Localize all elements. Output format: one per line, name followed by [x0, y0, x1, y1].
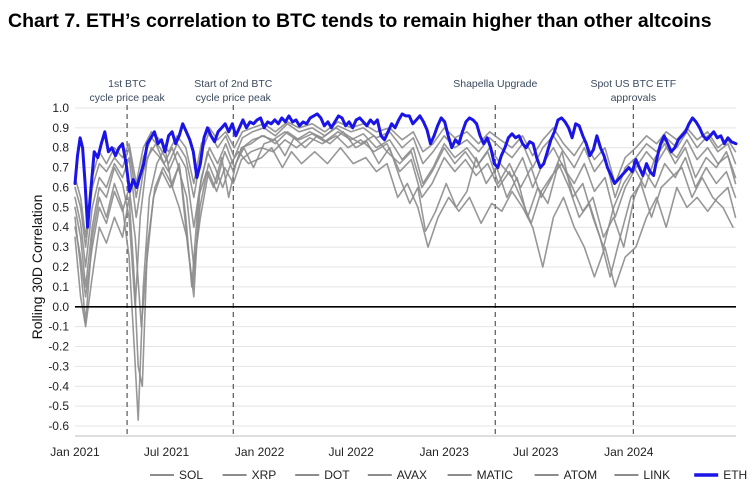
series-lines: [73, 112, 738, 421]
event-label: cycle price peak: [196, 92, 272, 104]
legend-label-atom: ATOM: [564, 468, 598, 482]
legend-label-dot: DOT: [324, 468, 350, 482]
event-label: cycle price peak: [89, 92, 165, 104]
series-line-sol: [74, 131, 734, 421]
event-label: Start of 2nd BTC: [194, 78, 273, 90]
y-tick-label: -0.4: [48, 379, 69, 393]
series-line-atom: [74, 131, 737, 268]
y-tick-label: 0.4: [52, 220, 69, 234]
x-tick-label: Jan 2023: [419, 445, 469, 459]
event-label: Shapella Upgrade: [453, 78, 537, 90]
x-tick-label: Jan 2024: [604, 445, 654, 459]
series-line-avax: [74, 127, 737, 308]
y-tick-label: 0.7: [52, 161, 69, 175]
legend-label-sol: SOL: [179, 468, 203, 482]
legend-label-xrp: XRP: [252, 468, 277, 482]
legend-label-link: LINK: [643, 468, 670, 482]
series-line-eth: [73, 112, 738, 229]
y-tick-label: 1.0: [52, 101, 69, 115]
y-axis-label: Rolling 30D Correlation: [29, 195, 45, 340]
y-tick-label: 0.9: [52, 121, 69, 135]
x-tick-label: Jan 2022: [235, 445, 285, 459]
x-tick-label: Jul 2023: [513, 445, 559, 459]
y-tick-label: 0.5: [52, 200, 69, 214]
x-tick-label: Jul 2021: [144, 445, 190, 459]
y-tick-label: -0.5: [48, 399, 69, 413]
legend-label-avax: AVAX: [397, 468, 427, 482]
legend-label-matic: MATIC: [477, 468, 514, 482]
axes: 1.0 0.9 0.8 0.7 0.6 0.5 0.4 0.3 0.2 0.1 0.0 -0.1 -0.…: [29, 101, 736, 459]
event-label: 1st BTC: [108, 78, 146, 90]
y-tick-label: 0.1: [52, 280, 69, 294]
chart-title: Chart 7. ETH’s correlation to BTC tends …: [8, 10, 712, 32]
legend-label-eth: ETH: [723, 468, 747, 482]
event-label: approvals: [611, 92, 657, 104]
legend: SOL XRP DOT AVAX MATIC ATOM LINK ETH: [150, 468, 747, 482]
y-tick-label: 0.2: [52, 260, 69, 274]
y-tick-label: -0.2: [48, 340, 69, 354]
x-tick-label: Jul 2022: [328, 445, 374, 459]
series-line-matic: [74, 135, 737, 328]
gridlines: [75, 107, 736, 427]
y-tick-label: 0.6: [52, 180, 69, 194]
y-tick-label: 0.8: [52, 141, 69, 155]
y-tick-label: -0.1: [48, 320, 69, 334]
y-tick-label: -0.6: [48, 419, 69, 433]
x-tick-label: Jan 2021: [50, 445, 100, 459]
y-tick-label: -0.3: [48, 359, 69, 373]
y-tick-label: 0.3: [52, 240, 69, 254]
event-label: Spot US BTC ETF: [590, 78, 676, 90]
y-tick-label: 0.0: [52, 300, 69, 314]
